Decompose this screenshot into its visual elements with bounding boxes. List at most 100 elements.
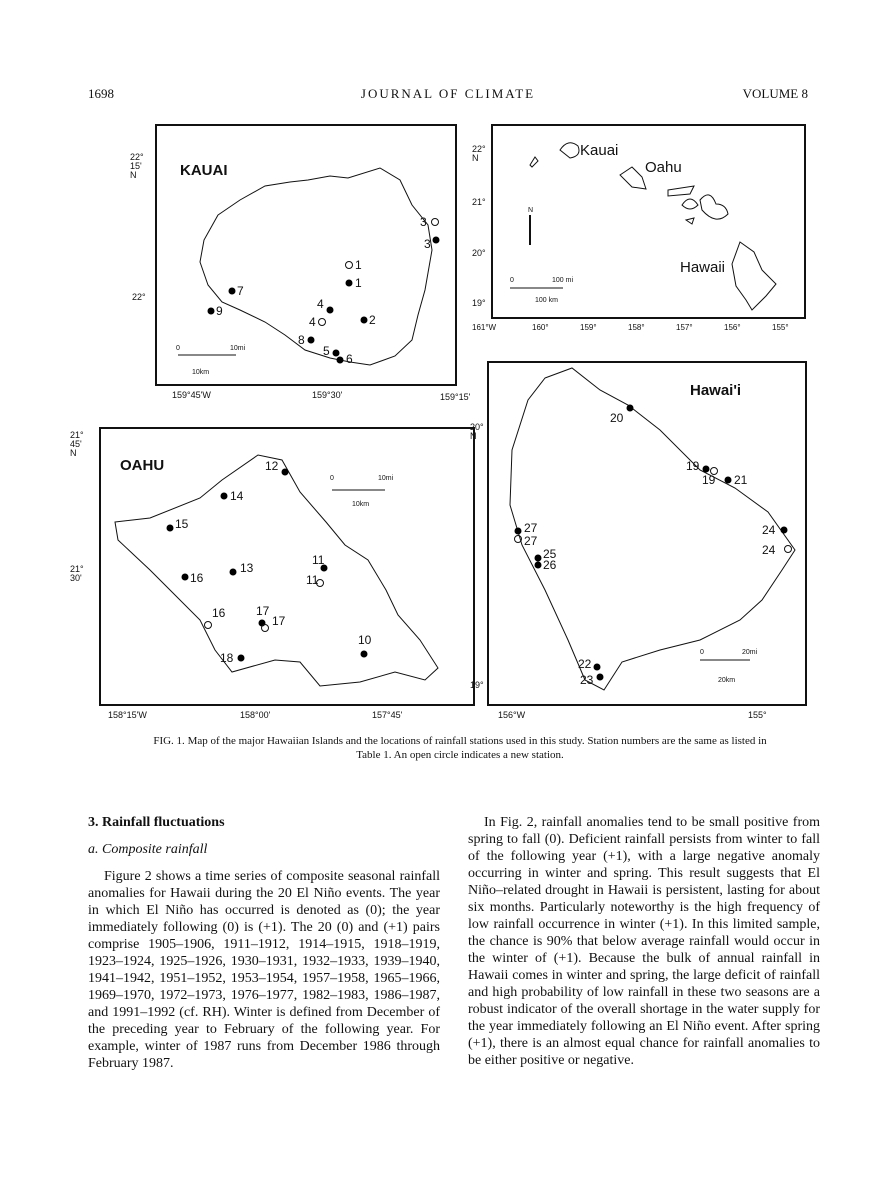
station-marker (320, 564, 328, 572)
lon-label: 156° (724, 323, 741, 332)
kauai-lat-top: 22° 15' N (130, 152, 144, 180)
station-label: 27 (524, 521, 538, 535)
page-number: 1698 (88, 86, 114, 101)
station-marker (780, 526, 788, 534)
station-label: 1 (355, 258, 362, 272)
station-label: 23 (580, 673, 594, 687)
station-marker (181, 573, 189, 581)
overview-lat-20: 20° (472, 248, 486, 258)
station-marker (237, 654, 245, 662)
oahu-stations: 12 14 15 13 16 11 11 16 17 17 10 18 (166, 459, 372, 665)
hawaii-lat-19: 19° (470, 680, 484, 690)
station-label: 6 (346, 352, 353, 366)
kauai-scale-km: 10km (192, 369, 209, 376)
station-label: 5 (323, 344, 330, 358)
north-label: N (528, 207, 533, 214)
station-label: 3 (420, 215, 427, 229)
hawaii-lat-20: 20° N (470, 422, 484, 441)
left-column: 3. Rainfall fluctuations a. Composite ra… (88, 814, 440, 1072)
station-label: 13 (240, 561, 254, 575)
station-label: 24 (762, 543, 776, 557)
station-marker (228, 287, 236, 295)
oahu-lon-1: 158°15'W (108, 710, 147, 720)
oahu-title: OAHU (120, 457, 164, 474)
station-label: 7 (237, 284, 244, 298)
station-marker (534, 554, 542, 562)
station-marker-open (431, 218, 439, 226)
station-label: 25 (543, 547, 557, 561)
hawaii-lon-156: 156°W (498, 710, 526, 720)
kauai-shape (559, 142, 580, 159)
overview-label-oahu: Oahu (645, 159, 682, 176)
niihau-shape (529, 156, 539, 168)
station-marker (626, 404, 634, 412)
station-label: 18 (220, 651, 234, 665)
kauai-lat-22: 22° (132, 292, 146, 302)
oahu-shape (619, 166, 647, 190)
station-marker (281, 468, 289, 476)
station-marker-open (204, 621, 212, 629)
station-marker (514, 527, 522, 535)
kauai-stations: 3 3 1 1 7 9 4 4 2 8 5 6 (207, 215, 440, 366)
kauai-scale-mi: 10mi (230, 345, 246, 352)
volume-label: VOLUME 8 (742, 86, 808, 101)
station-marker (534, 561, 542, 569)
station-marker (702, 465, 710, 473)
oahu-scale-zero: 0 (330, 475, 334, 482)
station-marker (360, 316, 368, 324)
overview-label-hawaii: Hawaii (680, 259, 725, 276)
station-marker-open (784, 545, 792, 553)
oahu-coastline (114, 454, 439, 687)
oahu-lat-2145: 21° 45' N (70, 430, 84, 458)
station-label: 17 (272, 614, 286, 628)
station-marker (326, 306, 334, 314)
left-paragraph: Figure 2 shows a time series of composit… (88, 869, 440, 1071)
hawaii-frame (487, 361, 807, 706)
station-label: 4 (309, 315, 316, 329)
overview-lat-22: 22° N (472, 144, 486, 163)
station-marker (307, 336, 315, 344)
station-marker (360, 650, 368, 658)
station-marker (332, 349, 340, 357)
station-marker (166, 524, 174, 532)
kauai-scale-zero: 0 (176, 345, 180, 352)
station-marker (724, 476, 732, 484)
station-marker (593, 663, 601, 671)
lon-label: 160° (532, 323, 549, 332)
station-label: 3 (424, 237, 431, 251)
station-label: 17 (256, 604, 270, 618)
oahu-lon-2: 158°00' (240, 710, 271, 720)
overview-scale-mi: 100 mi (552, 277, 573, 284)
caption-label: FIG. 1. (153, 735, 185, 747)
figure-caption: FIG. 1. Map of the major Hawaiian Island… (150, 734, 770, 762)
station-marker (432, 236, 440, 244)
overview-frame (491, 124, 806, 319)
hawaii-scale-zero: 0 (700, 649, 704, 656)
station-label: 19 (702, 473, 716, 487)
station-label: 12 (265, 459, 279, 473)
overview-lat-19: 19° (472, 298, 486, 308)
lon-label: 159° (580, 323, 597, 332)
station-label: 21 (734, 473, 748, 487)
station-marker (336, 356, 344, 364)
station-marker (345, 279, 353, 287)
hawaii-lon-155: 155° (748, 710, 767, 720)
station-label: 11 (306, 573, 319, 587)
hawaii-scale-mi: 20mi (742, 649, 758, 656)
station-label: 22 (578, 657, 592, 671)
station-label: 9 (216, 304, 223, 318)
lon-label: 157° (676, 323, 693, 332)
kauai-frame (155, 124, 457, 386)
station-label: 4 (317, 297, 324, 311)
station-label: 20 (610, 411, 624, 425)
caption-text: Map of the major Hawaiian Islands and th… (187, 735, 767, 761)
oahu-lat-2130: 21° 30' (70, 564, 84, 583)
station-marker-open (514, 535, 522, 543)
hawaii-stations: 20 19 19 21 27 27 25 26 24 24 22 23 (514, 404, 792, 687)
lon-label: 161°W (472, 323, 497, 332)
station-label: 19 (686, 459, 700, 473)
maui-county-shapes (667, 185, 729, 225)
station-label: 10 (358, 633, 372, 647)
kauai-lon-1: 159°45'W (172, 390, 211, 400)
station-label: 16 (190, 571, 204, 585)
